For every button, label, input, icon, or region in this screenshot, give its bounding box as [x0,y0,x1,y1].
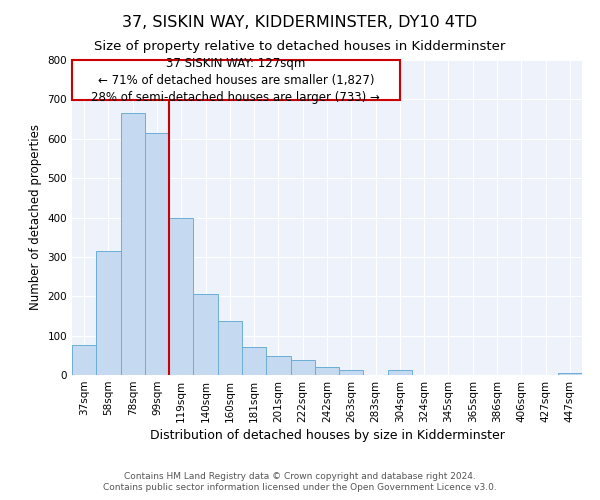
Bar [193,294,218,375]
Text: 37, SISKIN WAY, KIDDERMINSTER, DY10 4TD: 37, SISKIN WAY, KIDDERMINSTER, DY10 4TD [122,15,478,30]
Text: Contains HM Land Registry data © Crown copyright and database right 2024.
Contai: Contains HM Land Registry data © Crown c… [103,472,497,492]
Bar [121,113,145,375]
Bar [145,133,169,375]
Bar [218,320,242,375]
Bar [72,60,400,100]
Bar [339,370,364,375]
Bar [290,360,315,375]
Bar [169,218,193,375]
Y-axis label: Number of detached properties: Number of detached properties [29,124,42,310]
Bar [388,370,412,375]
Bar [266,356,290,375]
Bar [72,346,96,375]
Bar [96,251,121,375]
Bar [315,367,339,375]
Text: Size of property relative to detached houses in Kidderminster: Size of property relative to detached ho… [94,40,506,53]
Bar [558,373,582,375]
Text: 37 SISKIN WAY: 127sqm
← 71% of detached houses are smaller (1,827)
28% of semi-d: 37 SISKIN WAY: 127sqm ← 71% of detached … [91,56,380,104]
X-axis label: Distribution of detached houses by size in Kidderminster: Distribution of detached houses by size … [149,429,505,442]
Bar [242,348,266,375]
